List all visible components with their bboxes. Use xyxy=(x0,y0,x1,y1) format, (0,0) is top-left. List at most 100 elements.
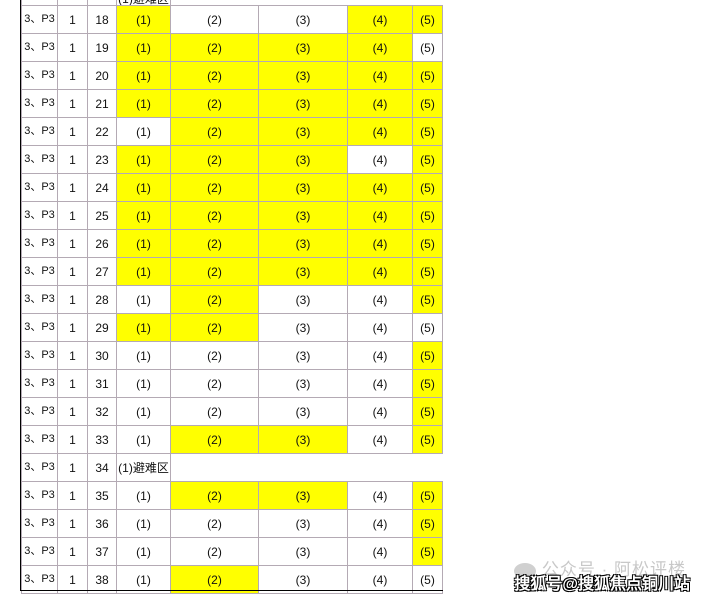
col2-cell[interactable]: 1 xyxy=(57,117,88,146)
unit-cell-4[interactable]: (4) xyxy=(347,145,413,174)
unit-cell-1[interactable]: (1) xyxy=(116,397,171,426)
floor-cell[interactable]: 27 xyxy=(87,257,117,286)
unit-cell-1[interactable]: (1) xyxy=(116,369,171,398)
unit-cell-4[interactable]: (4) xyxy=(347,313,413,342)
refuge-cell[interactable]: (1)避难区 xyxy=(116,0,171,6)
unit-cell-4[interactable]: (4) xyxy=(347,509,413,538)
unit-cell-3[interactable]: (3) xyxy=(258,369,348,398)
building-cell[interactable]: 3、P3 xyxy=(21,33,58,62)
unit-cell-2[interactable]: (2) xyxy=(170,313,259,342)
unit-cell-2[interactable]: (2) xyxy=(170,5,259,34)
building-cell[interactable]: 3、P3 xyxy=(21,369,58,398)
unit-cell-2[interactable]: (2) xyxy=(170,89,259,118)
building-cell[interactable]: 3、P3 xyxy=(21,341,58,370)
unit-cell-2[interactable]: (2) xyxy=(170,201,259,230)
unit-cell-4[interactable]: (4) xyxy=(347,201,413,230)
unit-cell-3[interactable]: (3) xyxy=(258,89,348,118)
unit-cell-3[interactable]: (3) xyxy=(258,397,348,426)
unit-cell-3[interactable]: (3) xyxy=(258,61,348,90)
unit-cell-5[interactable]: (5) xyxy=(412,565,443,594)
building-cell[interactable]: 3、P3 xyxy=(21,89,58,118)
unit-cell-2[interactable]: (2) xyxy=(170,481,259,510)
unit-cell-3[interactable]: (3) xyxy=(258,481,348,510)
unit-cell-5[interactable]: (5) xyxy=(412,89,443,118)
col2-cell[interactable]: 1 xyxy=(57,89,88,118)
unit-cell-3[interactable]: (3) xyxy=(258,201,348,230)
unit-cell-5[interactable]: (5) xyxy=(412,117,443,146)
unit-cell-4[interactable]: (4) xyxy=(347,341,413,370)
col2-cell[interactable]: 1 xyxy=(57,397,88,426)
unit-cell-2[interactable]: (2) xyxy=(170,61,259,90)
floor-cell[interactable]: 34 xyxy=(87,453,117,482)
unit-cell-1[interactable]: (1) xyxy=(116,173,171,202)
unit-cell-4[interactable]: (4) xyxy=(347,173,413,202)
unit-cell-5[interactable]: (5) xyxy=(412,285,443,314)
unit-cell-1[interactable]: (1) xyxy=(116,89,171,118)
col2-cell[interactable]: 1 xyxy=(57,453,88,482)
col2-cell[interactable]: 1 xyxy=(57,425,88,454)
unit-cell-3[interactable]: (3) xyxy=(258,285,348,314)
unit-cell-1[interactable]: (1) xyxy=(116,313,171,342)
col2-cell[interactable]: 1 xyxy=(57,201,88,230)
unit-cell-4[interactable]: (4) xyxy=(347,33,413,62)
unit-cell-5[interactable]: (5) xyxy=(412,481,443,510)
unit-cell-1[interactable]: (1) xyxy=(116,145,171,174)
floor-cell[interactable]: 25 xyxy=(87,201,117,230)
unit-cell-4[interactable]: (4) xyxy=(347,537,413,566)
unit-cell-3[interactable]: (3) xyxy=(258,537,348,566)
unit-cell-2[interactable]: (2) xyxy=(170,257,259,286)
building-cell[interactable]: 3、P3 xyxy=(21,509,58,538)
blank-cell[interactable] xyxy=(170,453,443,482)
unit-cell-1[interactable]: (1) xyxy=(116,509,171,538)
building-cell[interactable]: 3、P3 xyxy=(21,425,58,454)
col2-cell[interactable]: 1 xyxy=(57,61,88,90)
building-cell[interactable]: 3、P3 xyxy=(21,201,58,230)
building-cell[interactable]: 3、P3 xyxy=(21,117,58,146)
floor-cell[interactable]: 23 xyxy=(87,145,117,174)
building-cell[interactable]: 3、P3 xyxy=(21,565,58,594)
floor-cell[interactable]: 18 xyxy=(87,5,117,34)
col2-cell[interactable]: 1 xyxy=(57,369,88,398)
col2-cell[interactable]: 1 xyxy=(57,285,88,314)
col2-cell[interactable]: 1 xyxy=(57,257,88,286)
unit-cell-2[interactable]: (2) xyxy=(170,537,259,566)
unit-cell-1[interactable]: (1) xyxy=(116,565,171,594)
unit-cell-4[interactable]: (4) xyxy=(347,369,413,398)
col2-cell[interactable]: 1 xyxy=(57,509,88,538)
floor-cell[interactable]: 32 xyxy=(87,397,117,426)
floor-cell[interactable]: 26 xyxy=(87,229,117,258)
building-cell[interactable]: 3、P3 xyxy=(21,229,58,258)
building-cell[interactable]: 3、P3 xyxy=(21,257,58,286)
unit-cell-1[interactable]: (1) xyxy=(116,229,171,258)
unit-cell-3[interactable]: (3) xyxy=(258,33,348,62)
unit-cell-1[interactable]: (1) xyxy=(116,425,171,454)
col2-cell[interactable]: 1 xyxy=(57,229,88,258)
col2-cell[interactable]: 1 xyxy=(57,313,88,342)
unit-cell-2[interactable]: (2) xyxy=(170,285,259,314)
unit-cell-5[interactable]: (5) xyxy=(412,257,443,286)
unit-cell-1[interactable]: (1) xyxy=(116,285,171,314)
unit-cell-2[interactable]: (2) xyxy=(170,173,259,202)
floor-cell[interactable]: 29 xyxy=(87,313,117,342)
building-cell[interactable]: 3、P3 xyxy=(21,145,58,174)
unit-cell-2[interactable]: (2) xyxy=(170,565,259,594)
unit-cell-2[interactable]: (2) xyxy=(170,117,259,146)
unit-cell-2[interactable]: (2) xyxy=(170,229,259,258)
unit-cell-3[interactable]: (3) xyxy=(258,425,348,454)
unit-cell-5[interactable]: (5) xyxy=(412,341,443,370)
building-cell[interactable]: 3、P3 xyxy=(21,285,58,314)
unit-cell-2[interactable]: (2) xyxy=(170,145,259,174)
floor-cell[interactable]: 30 xyxy=(87,341,117,370)
unit-cell-3[interactable]: (3) xyxy=(258,117,348,146)
building-cell[interactable]: 3、P3 xyxy=(21,61,58,90)
floor-cell[interactable]: 19 xyxy=(87,33,117,62)
floor-cell[interactable]: 31 xyxy=(87,369,117,398)
col2-cell[interactable]: 1 xyxy=(57,565,88,594)
floor-cell[interactable]: 35 xyxy=(87,481,117,510)
unit-cell-4[interactable]: (4) xyxy=(347,89,413,118)
unit-cell-5[interactable]: (5) xyxy=(412,173,443,202)
unit-cell-5[interactable]: (5) xyxy=(412,61,443,90)
floor-cell[interactable]: 24 xyxy=(87,173,117,202)
col2-cell[interactable]: 1 xyxy=(57,481,88,510)
unit-cell-4[interactable]: (4) xyxy=(347,285,413,314)
